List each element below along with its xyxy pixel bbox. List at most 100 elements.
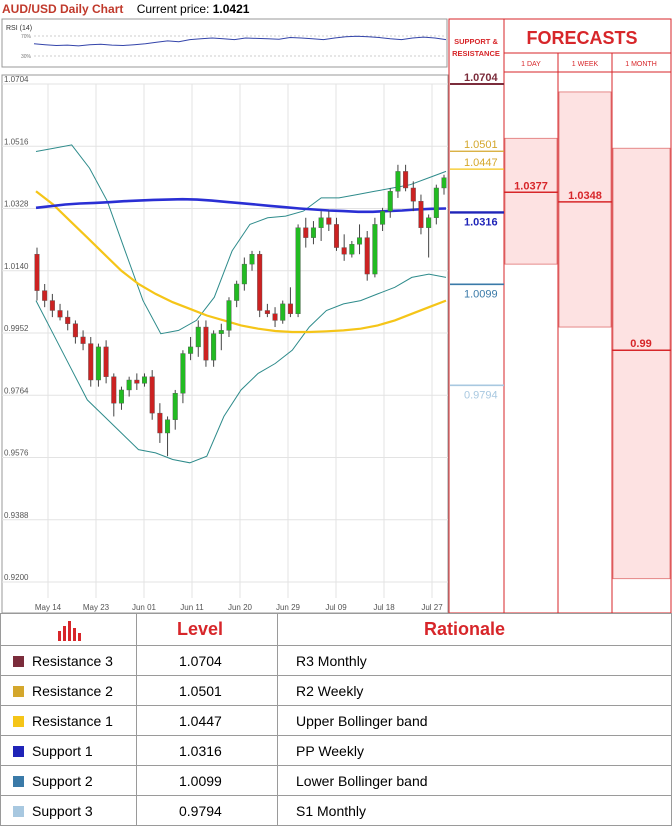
candle [380,207,386,232]
candle [195,320,201,357]
bollinger-lower-line [35,273,447,464]
candle-body [357,237,363,245]
level-header: Level [136,613,278,646]
candle-body [326,217,332,225]
table-row: Support 1 1.0316 PP Weekly [0,735,672,766]
rsi-title: RSI (14) [6,25,32,32]
candle [372,217,378,278]
x-tick-label: Jul 27 [421,603,443,612]
x-tick-label: May 14 [35,603,62,612]
candle [272,307,278,328]
chart-header: AUD/USD Daily Chart Current price: 1.042… [0,0,450,18]
candle [65,310,71,331]
candle-body [441,177,447,189]
candle-body [203,326,209,361]
level-value: 1.0501 [136,675,278,706]
candle [387,187,393,218]
candle-body [65,316,71,324]
candle-body [426,217,432,228]
candle [95,343,101,387]
bollinger-upper-line [35,144,447,335]
candle-body [103,346,109,377]
candle-body [272,313,278,321]
forecasts-header: FORECASTS [526,28,637,48]
rsi-tick-30: 30% [21,54,32,60]
table-header-row: Level Rationale [0,613,672,646]
color-swatch [13,685,24,697]
candle-body [295,227,301,314]
y-tick-label: 1.0704 [4,75,29,84]
candle-body [188,346,194,354]
x-tick-label: Jul 18 [373,603,395,612]
candle-body [172,393,178,420]
level-name-cell: Resistance 3 [0,645,137,676]
candle-body [80,336,86,344]
level-name: Resistance 2 [32,682,113,699]
candle [226,297,232,337]
candle [111,373,117,417]
color-swatch [13,715,24,727]
candle [234,280,240,308]
color-swatch [13,805,24,817]
x-tick-label: Jun 01 [132,603,157,612]
forecast-1month-value: 0.99 [630,338,651,350]
candle-body [134,379,140,384]
r3-value: 1.0704 [464,72,499,84]
y-tick-label: 0.9200 [4,573,29,582]
col-1day: 1 DAY [521,61,541,68]
level-rationale: Lower Bollinger band [277,765,672,796]
level-rationale: PP Weekly [277,735,672,766]
chart-title: AUD/USD Daily Chart [2,2,124,16]
table-row: Resistance 3 1.0704 R3 Monthly [0,645,672,676]
candle [211,330,217,367]
candle-body [387,191,393,212]
y-tick-label: 1.0140 [4,262,29,271]
r2-value: 1.0501 [464,139,498,151]
level-r1: 1.0447 [450,157,504,170]
candle [172,389,178,430]
candle [310,221,316,245]
candle [418,194,424,235]
rationale-header: Rationale [277,613,672,646]
candle-body [364,237,370,275]
candle-body [165,419,171,434]
candle [403,164,409,192]
candle [126,376,132,397]
candle [426,214,432,258]
level-rationale: R3 Monthly [277,645,672,676]
level-name-cell: Resistance 2 [0,675,137,706]
candle-body [403,171,409,189]
moving-average-yellow-line [35,190,447,334]
table-row: Support 2 1.0099 Lower Bollinger band [0,765,672,796]
table-row: Resistance 2 1.0501 R2 Weekly [0,675,672,706]
chart-svg: RSI (14) 70% 30% 1.0704 1.0516 1.0328 1.014… [1,18,672,613]
level-s3: 0.9794 [450,384,504,401]
y-tick-label: 1.0328 [4,200,29,209]
candle-body [372,224,378,275]
candle [157,403,163,443]
candle [203,320,209,367]
candle-body [57,310,63,318]
candle-body [433,187,439,218]
candle-body [88,343,94,381]
candle [180,350,186,404]
candle [349,240,355,258]
current-price-label: Current price: [136,2,210,16]
candle [218,323,224,351]
candle-body [111,376,117,404]
level-value: 0.9794 [136,795,278,826]
candle [395,164,401,198]
candle-body [226,300,232,331]
candle [241,257,247,291]
x-tick-label: Jun 20 [228,603,253,612]
candle-body [264,310,270,314]
x-tick-label: Jun 11 [180,603,204,612]
candle [249,250,255,271]
col-1month: 1 MONTH [625,61,657,68]
level-name-cell: Support 1 [0,735,137,766]
forecast-range-box [612,147,671,580]
color-swatch [13,775,24,787]
level-name-cell: Support 2 [0,765,137,796]
candle-body [157,412,163,434]
candle [103,340,109,384]
